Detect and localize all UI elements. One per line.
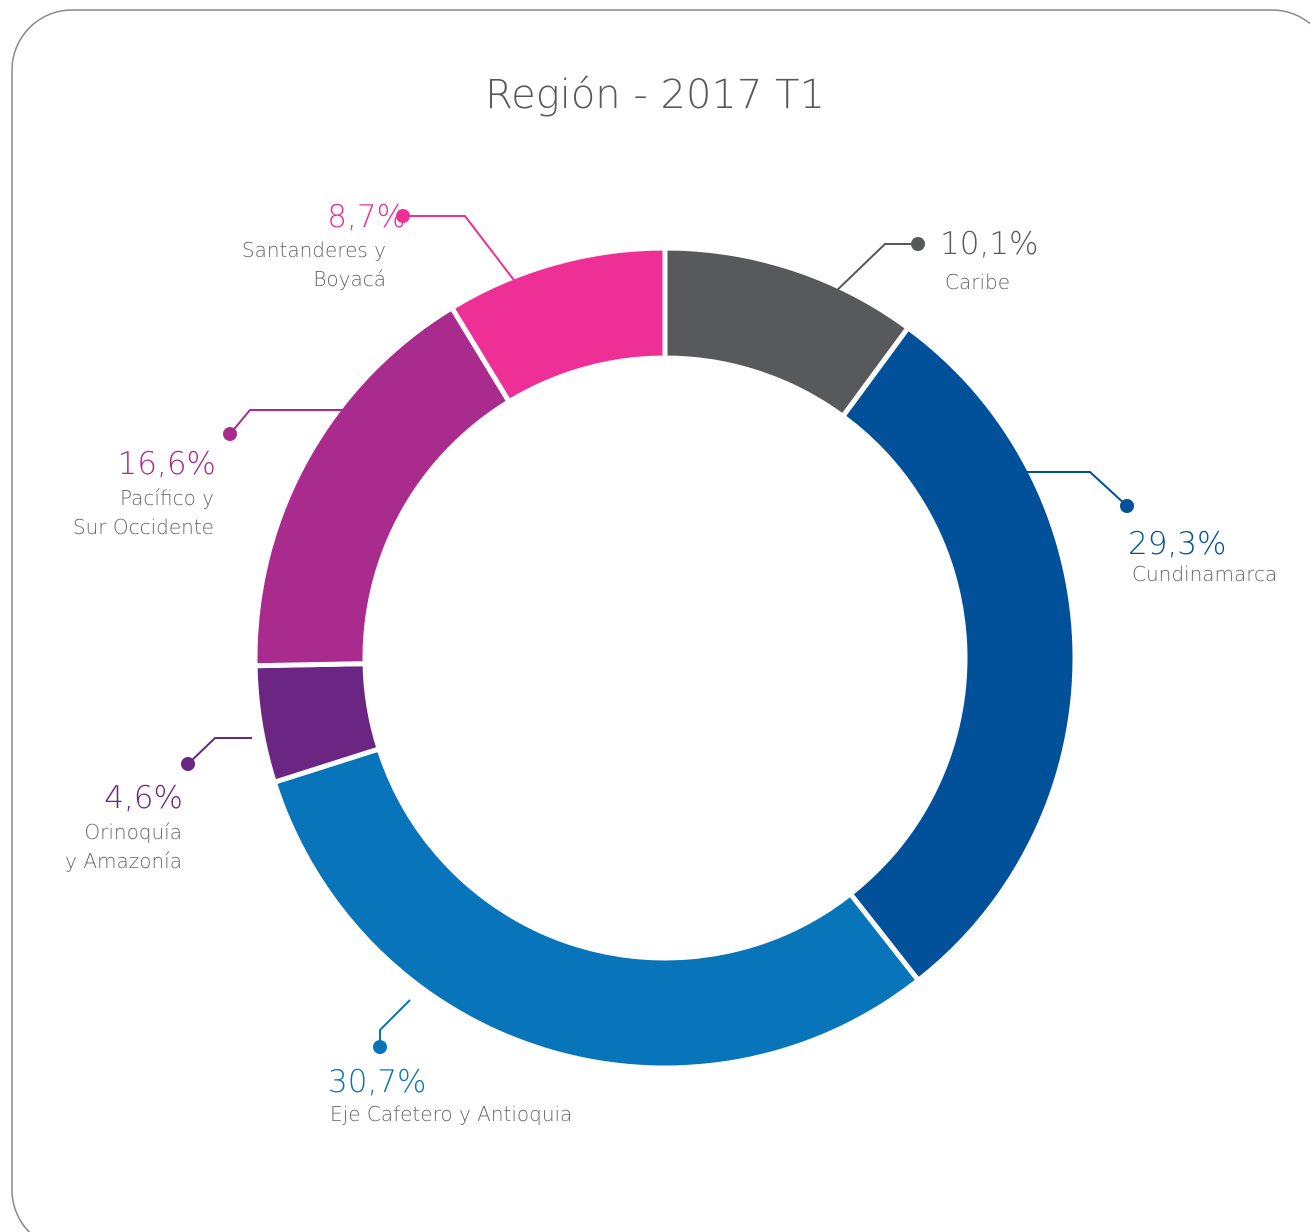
leader-line [229, 409, 345, 435]
category-label: Caribe [945, 270, 1010, 294]
leader-line [379, 999, 411, 1047]
donut-segment [839, 324, 1078, 984]
chart-title: Región - 2017 T1 [485, 72, 825, 118]
donut-segment [271, 745, 922, 1071]
value-label: 10,1% [940, 226, 1039, 262]
donut-segment [252, 304, 513, 669]
value-label: 4,6% [104, 780, 183, 816]
donut-segment [448, 245, 668, 406]
leader-dot [223, 427, 237, 441]
category-label: Orinoquía y Amazonía [65, 820, 182, 873]
leader-dot [1120, 499, 1134, 513]
leader-line [1025, 471, 1128, 507]
leader-line [829, 243, 918, 298]
leader-dot [396, 209, 410, 223]
category-label: Pacífico y Sur Occidente [72, 486, 214, 539]
leader-dot [181, 757, 195, 771]
category-label: Santanderes y Boyacá [241, 238, 386, 291]
frame [11, 9, 1310, 1232]
category-label: Eje Cafetero y Antioquia [330, 1102, 573, 1126]
leader-line [187, 737, 252, 765]
leader-dot [373, 1040, 387, 1054]
leader-line [403, 215, 521, 289]
value-label: 29,3% [1128, 526, 1227, 562]
value-label: 30,7% [328, 1064, 427, 1100]
category-label: Cundinamarca [1132, 562, 1278, 586]
value-label: 8,7% [327, 199, 406, 235]
value-label: 16,6% [117, 446, 216, 482]
leader-dot [911, 237, 925, 251]
